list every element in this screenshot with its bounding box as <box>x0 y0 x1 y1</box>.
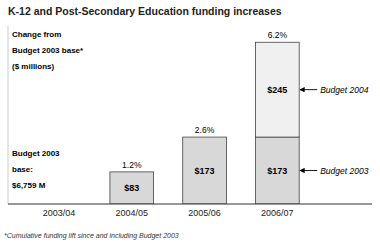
bar <box>110 171 154 172</box>
bar <box>256 42 300 137</box>
data-label: $245 <box>267 85 287 95</box>
bar <box>256 137 300 204</box>
bar <box>183 137 227 138</box>
series-note: Budget 2004 <box>320 85 368 95</box>
annotation: Budget 2003 base* <box>12 46 84 55</box>
y-axis-line <box>8 26 9 204</box>
bar <box>183 137 227 204</box>
title: K-12 and Post-Secondary Education fundin… <box>8 5 282 17</box>
percent-label: 2.6% <box>195 125 215 135</box>
bar <box>110 172 154 204</box>
annotation: Budget 2003 <box>12 149 60 158</box>
annotation: Change from <box>12 30 61 39</box>
x-tick-label: 2003/04 <box>43 208 76 218</box>
footnote: *Cumulative funding lift since and inclu… <box>4 232 179 240</box>
x-axis-line <box>8 204 372 205</box>
annotation: $6,759 M <box>12 181 46 190</box>
bars <box>110 42 299 204</box>
chart: K-12 and Post-Secondary Education fundin… <box>0 0 380 243</box>
data-label: $173 <box>195 166 215 176</box>
series-note: Budget 2003 <box>320 166 368 176</box>
arrow <box>300 170 317 171</box>
x-tick-label: 2006/07 <box>261 208 294 218</box>
percent-label: 1.2% <box>122 160 142 170</box>
annotation: ($ millions) <box>12 62 55 71</box>
x-tick-label: 2005/06 <box>188 208 221 218</box>
annotation: base: <box>12 165 33 174</box>
x-tick-label: 2004/05 <box>115 208 148 218</box>
percent-label: 6.2% <box>268 30 288 40</box>
data-label: $173 <box>267 166 287 176</box>
data-label: $83 <box>124 183 139 193</box>
arrow <box>300 89 317 90</box>
